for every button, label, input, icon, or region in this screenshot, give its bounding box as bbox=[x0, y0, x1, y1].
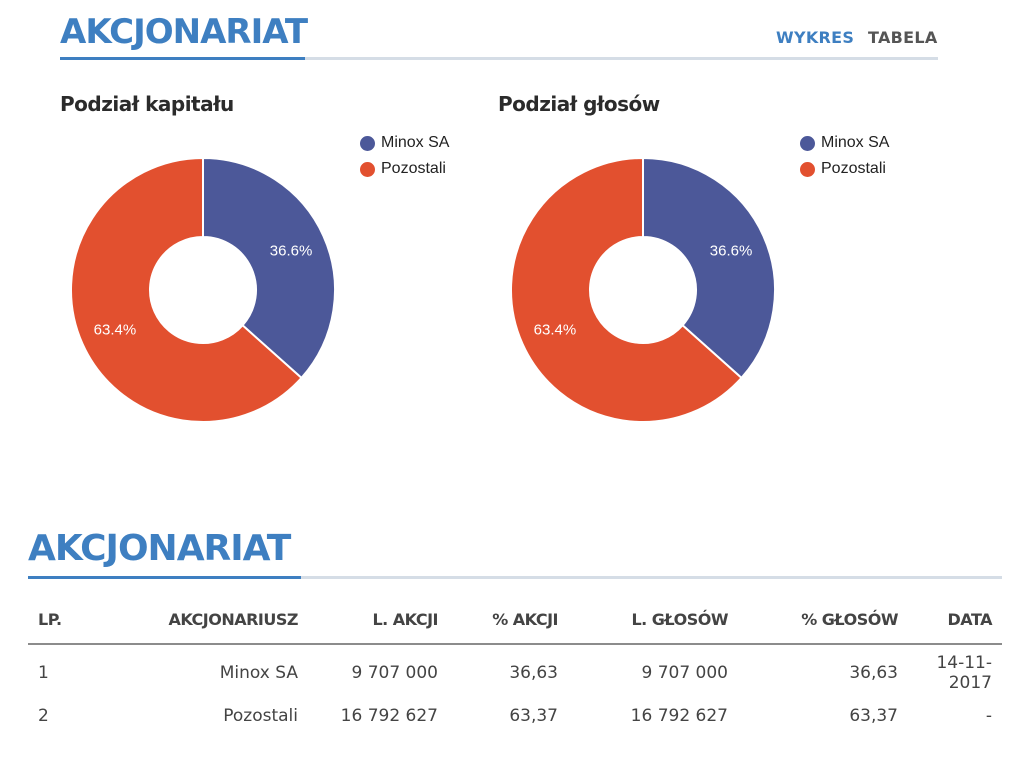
legend-item[interactable]: Pozostali bbox=[800, 156, 889, 182]
cell-shareholder: Pozostali bbox=[223, 705, 298, 726]
cell-lp: 1 bbox=[38, 662, 49, 683]
pie-slice-other[interactable] bbox=[510, 156, 743, 423]
tab-table-view[interactable]: TABELA bbox=[868, 28, 938, 47]
cell-shareholder: Minox SA bbox=[219, 662, 298, 683]
section-divider bbox=[28, 576, 1002, 579]
pie-slice-other[interactable] bbox=[70, 156, 303, 423]
cell-shares-percent: 63,37 bbox=[509, 705, 558, 726]
column-header-shares: L. AKCJI bbox=[308, 595, 448, 645]
slice-data-label: 63.4% bbox=[534, 321, 577, 338]
chart-title-votes: Podział głosów bbox=[498, 92, 660, 116]
pie-slice-minox[interactable] bbox=[202, 156, 336, 380]
column-header-lp: LP. bbox=[28, 595, 108, 645]
cell-date: 14-11-2017 bbox=[936, 652, 992, 693]
section-divider bbox=[60, 57, 938, 60]
cell-votes: 16 792 627 bbox=[630, 705, 728, 726]
column-header-votes: L. GŁOSÓW bbox=[568, 595, 738, 645]
donut-chart-capital: 36.6% 63.4% bbox=[70, 156, 336, 423]
cell-votes-percent: 63,37 bbox=[849, 705, 898, 726]
slice-data-label: 36.6% bbox=[270, 243, 313, 260]
legend-swatch-minox bbox=[800, 135, 815, 151]
tab-chart-view[interactable]: WYKRES bbox=[776, 28, 855, 47]
chart-legend-votes: Minox SA Pozostali bbox=[800, 130, 889, 182]
legend-swatch-other bbox=[800, 161, 815, 177]
section-title-table: AKCJONARIAT bbox=[28, 528, 291, 569]
slice-data-label: 36.6% bbox=[710, 243, 753, 260]
legend-label: Minox SA bbox=[821, 134, 890, 151]
cell-votes: 9 707 000 bbox=[641, 662, 728, 683]
column-header-date: DATA bbox=[908, 595, 1002, 645]
cell-shares: 16 792 627 bbox=[340, 705, 438, 726]
pie-slice-minox[interactable] bbox=[642, 156, 776, 380]
section-divider-accent bbox=[60, 57, 305, 60]
legend-item[interactable]: Minox SA bbox=[800, 130, 889, 156]
legend-swatch-other bbox=[360, 161, 375, 177]
donut-chart-votes: 36.6% 63.4% bbox=[510, 156, 776, 423]
legend-item[interactable]: Pozostali bbox=[360, 156, 449, 182]
shareholders-table: LP. AKCJONARIUSZ L. AKCJI % AKCJI L. GŁO… bbox=[28, 595, 1002, 737]
chart-title-capital: Podział kapitału bbox=[60, 92, 234, 116]
legend-label: Pozostali bbox=[821, 160, 886, 177]
table-row: 1 Minox SA 9 707 000 36,63 9 707 000 36,… bbox=[28, 644, 1002, 694]
legend-label: Pozostali bbox=[381, 160, 446, 177]
cell-votes-percent: 36,63 bbox=[849, 662, 898, 683]
section-title-chart: AKCJONARIAT bbox=[60, 12, 308, 52]
chart-legend-capital: Minox SA Pozostali bbox=[360, 130, 449, 182]
table-row: 2 Pozostali 16 792 627 63,37 16 792 627 … bbox=[28, 694, 1002, 737]
table-header-row: LP. AKCJONARIUSZ L. AKCJI % AKCJI L. GŁO… bbox=[28, 595, 1002, 645]
legend-swatch-minox bbox=[360, 135, 375, 151]
section-divider-accent bbox=[28, 576, 301, 579]
column-header-shareholder: AKCJONARIUSZ bbox=[108, 595, 308, 645]
cell-shares: 9 707 000 bbox=[351, 662, 438, 683]
cell-lp: 2 bbox=[38, 705, 49, 726]
column-header-shares-percent: % AKCJI bbox=[448, 595, 568, 645]
slice-data-label: 63.4% bbox=[94, 321, 137, 338]
cell-shares-percent: 36,63 bbox=[509, 662, 558, 683]
legend-item[interactable]: Minox SA bbox=[360, 130, 449, 156]
legend-label: Minox SA bbox=[381, 134, 450, 151]
column-header-votes-percent: % GŁOSÓW bbox=[738, 595, 908, 645]
cell-date: - bbox=[985, 705, 992, 726]
